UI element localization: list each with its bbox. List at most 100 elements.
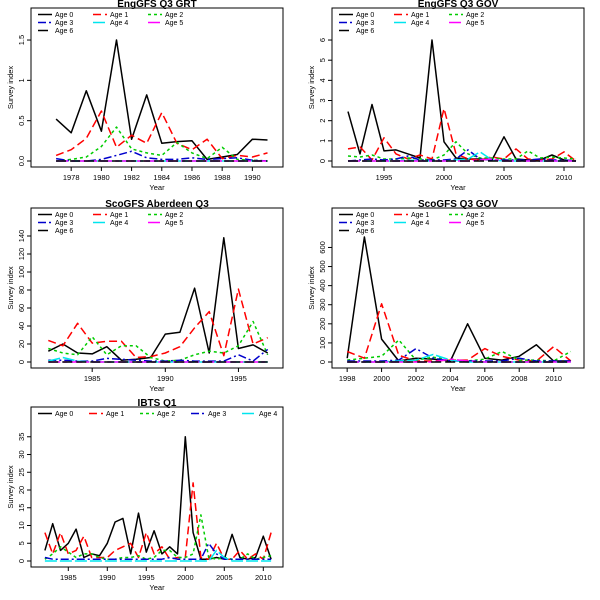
y-axis-label: Survey index [307, 66, 316, 110]
y-tick-label: 600 [318, 241, 327, 254]
legend-label: Age 1 [106, 411, 124, 418]
y-tick-label: 100 [318, 337, 327, 350]
x-tick-label: 1984 [153, 173, 170, 182]
chart-panel-1: EngGFS Q3 GOV 1995 2000 2005 2010 0 1 2 3 4 5 6 Year… [307, 0, 585, 192]
x-tick-label: 1990 [157, 374, 174, 383]
plot-frame [30, 406, 284, 568]
y-tick-label: 2 [318, 119, 327, 123]
legend-label: Age 2 [165, 212, 183, 219]
series-line-age-2 [48, 320, 269, 362]
legend: Age 0 Age 1 Age 2 Age 3 Age 4 Age 5 Age 6 [38, 12, 183, 35]
x-tick-label: 1995 [138, 573, 155, 582]
legend-label: Age 6 [356, 28, 374, 35]
x-axis-label: Year [149, 183, 165, 192]
legend-label: Age 3 [356, 20, 374, 27]
legend-label: Age 5 [165, 220, 183, 227]
x-axis-label: Year [450, 384, 466, 393]
legend-label: Age 6 [55, 28, 73, 35]
series-line-age-1 [48, 288, 268, 359]
series-line-age-0 [44, 436, 272, 560]
x-tick-label: 2000 [373, 374, 390, 383]
x-tick-label: 1978 [63, 173, 80, 182]
legend-label: Age 3 [55, 220, 73, 227]
y-tick-label: 25 [17, 468, 26, 476]
legend-label: Age 3 [356, 220, 374, 227]
series-line-age-1 [55, 110, 268, 160]
x-tick-label: 2010 [556, 173, 573, 182]
x-tick-label: 2008 [511, 374, 528, 383]
y-axis-label: Survey index [307, 266, 316, 310]
y-tick-label: 0 [318, 360, 327, 364]
x-tick-label: 2004 [442, 374, 459, 383]
y-tick-label: 0.0 [17, 156, 26, 166]
series-line-age-3 [44, 542, 272, 560]
legend: Age 0 Age 1 Age 2 Age 3 Age 4 [38, 411, 277, 418]
chart-panel-2: ScoGFS Aberdeen Q3 1985 1990 1995 0 20 40 60 80 1… [6, 199, 284, 393]
x-tick-label: 1990 [99, 573, 116, 582]
x-axis-label: Year [149, 583, 165, 592]
legend-label: Age 4 [110, 20, 128, 27]
legend-label: Age 3 [55, 20, 73, 27]
y-tick-label: 120 [17, 248, 26, 261]
y-tick-label: 3 [318, 98, 327, 102]
legend-label: Age 2 [466, 12, 484, 19]
x-tick-label: 2010 [545, 374, 562, 383]
legend-label: Age 2 [157, 411, 175, 418]
y-tick-label: 0 [17, 559, 26, 563]
chart-panel-0: EngGFS Q3 GRT 1978 1980 1982 1984 1986 1988 199… [6, 0, 284, 192]
y-tick-label: 300 [318, 298, 327, 311]
plot-frame [30, 7, 284, 168]
y-tick-label: 0.5 [17, 115, 26, 125]
y-tick-label: 1 [318, 139, 327, 143]
y-tick-label: 20 [17, 340, 26, 348]
x-tick-label: 2010 [255, 573, 272, 582]
series-line-age-0 [347, 39, 577, 162]
legend-label: Age 0 [356, 12, 374, 19]
series-line-age-2 [56, 126, 268, 162]
legend-label: Age 4 [259, 411, 277, 418]
plot-frame [331, 207, 585, 369]
legend-label: Age 0 [55, 12, 73, 19]
x-tick-label: 2002 [408, 374, 425, 383]
y-tick-label: 5 [318, 58, 327, 62]
series-line-age-1 [44, 482, 272, 560]
legend-label: Age 5 [466, 220, 484, 227]
x-tick-label: 1990 [244, 173, 261, 182]
x-tick-label: 1982 [123, 173, 140, 182]
legend: Age 0 Age 1 Age 2 Age 3 Age 4 Age 5 Age 6 [339, 212, 484, 235]
y-tick-label: 10 [17, 521, 26, 529]
x-tick-label: 1995 [230, 374, 247, 383]
y-tick-label: 1 [17, 78, 26, 82]
x-tick-label: 1988 [214, 173, 231, 182]
legend-label: Age 1 [110, 12, 128, 19]
x-tick-label: 1998 [339, 374, 356, 383]
y-axis-label: Survey index [6, 266, 15, 310]
y-tick-label: 400 [318, 279, 327, 292]
chart-title: IBTS Q1 [138, 398, 177, 409]
legend-label: Age 2 [165, 12, 183, 19]
y-tick-label: 500 [318, 260, 327, 273]
plot-frame [30, 207, 284, 369]
legend-label: Age 0 [55, 411, 73, 418]
y-tick-label: 100 [17, 266, 26, 279]
legend-label: Age 2 [466, 212, 484, 219]
x-tick-label: 2000 [436, 173, 453, 182]
chart-title: ScoGFS Q3 GOV [418, 199, 498, 210]
y-tick-label: 35 [17, 433, 26, 441]
legend-label: Age 1 [411, 212, 429, 219]
legend-label: Age 1 [411, 12, 429, 19]
x-tick-label: 1985 [84, 374, 101, 383]
chart-title: EngGFS Q3 GRT [117, 0, 196, 10]
x-tick-label: 1980 [93, 173, 110, 182]
legend-label: Age 4 [411, 220, 429, 227]
chart-title: EngGFS Q3 GOV [418, 0, 499, 10]
y-tick-label: 30 [17, 450, 26, 458]
x-tick-label: 2000 [177, 573, 194, 582]
legend-label: Age 5 [165, 20, 183, 27]
y-tick-label: 6 [318, 38, 327, 42]
y-tick-label: 40 [17, 322, 26, 330]
x-axis-label: Year [149, 384, 165, 393]
y-tick-label: 80 [17, 286, 26, 294]
y-tick-label: 0 [17, 360, 26, 364]
y-tick-label: 60 [17, 304, 26, 312]
